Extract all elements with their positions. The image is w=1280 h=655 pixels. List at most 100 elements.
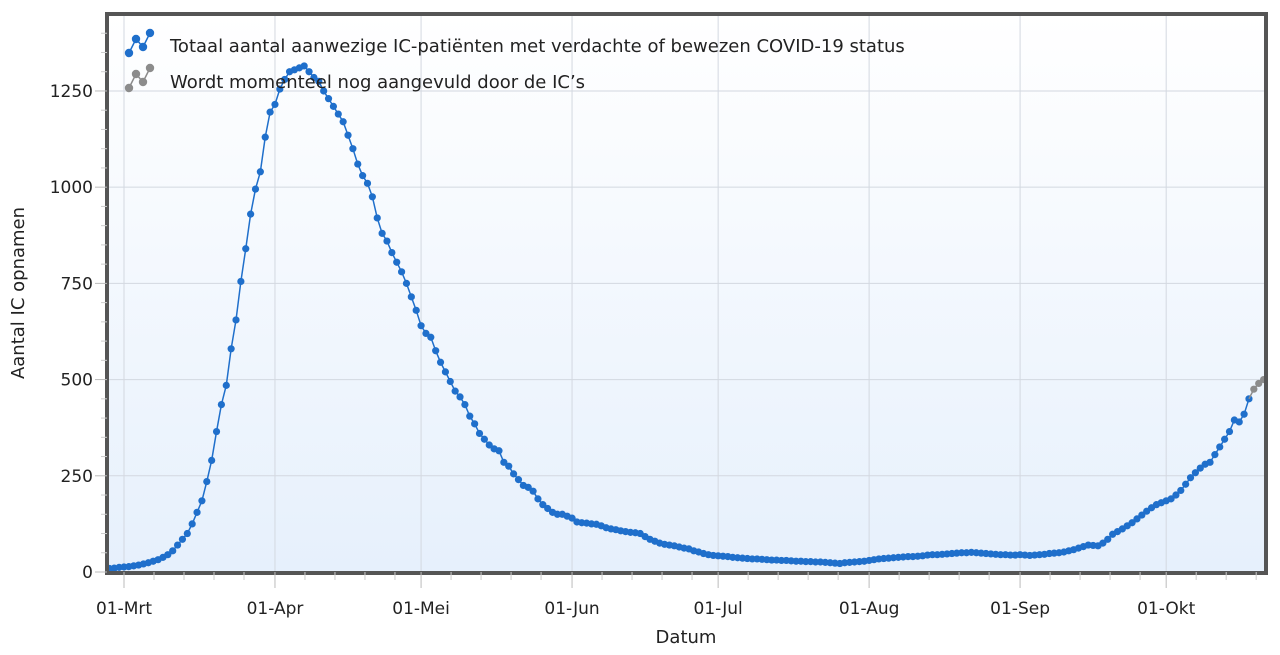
data-point — [427, 333, 435, 341]
data-point — [169, 547, 177, 555]
data-point — [544, 504, 552, 513]
data-point — [1128, 519, 1136, 527]
data-point — [383, 237, 391, 245]
data-point — [436, 358, 445, 366]
data-point — [208, 456, 216, 464]
x-tick-label: 01-Jun — [544, 599, 599, 619]
legend-dot — [138, 42, 148, 52]
data-point — [251, 185, 260, 193]
data-point — [1191, 469, 1199, 477]
legend: Totaal aantal aanwezige IC-patiënten met… — [124, 28, 905, 93]
data-point — [183, 529, 191, 538]
legend-label-1[interactable]: Wordt momenteel nog aangevuld door de IC… — [170, 72, 585, 93]
data-point — [300, 62, 308, 70]
data-point — [539, 501, 547, 509]
y-tick-label: 250 — [61, 467, 93, 487]
data-point — [1221, 435, 1229, 443]
data-point — [173, 541, 182, 549]
data-point — [363, 179, 372, 187]
legend-icon-blue-series — [124, 28, 155, 58]
x-tick-label: 01-Okt — [1137, 599, 1195, 619]
data-point — [509, 470, 518, 478]
data-point — [1235, 418, 1243, 426]
data-point — [480, 435, 488, 443]
data-point — [320, 87, 328, 95]
x-tick-label: 01-Sep — [990, 599, 1050, 619]
data-point — [495, 447, 503, 455]
legend-icon-grey-series — [124, 63, 155, 93]
data-point — [1167, 495, 1175, 503]
plot-area — [107, 14, 1266, 573]
data-point — [217, 401, 225, 409]
data-point — [1104, 535, 1112, 543]
data-point — [466, 412, 474, 420]
legend-dot — [131, 69, 141, 79]
data-point — [339, 118, 347, 126]
data-point — [237, 277, 245, 286]
data-point — [261, 133, 269, 141]
x-tick-label: 01-Aug — [839, 599, 900, 619]
data-point — [1250, 385, 1258, 393]
y-tick-label: 750 — [61, 274, 93, 294]
data-point — [1177, 486, 1185, 495]
y-axis-title: Aantal IC opnamen — [8, 207, 29, 379]
data-point — [388, 248, 396, 257]
axes: 0 250 500 750 1000 1250 01-Mrt 01-Apr 01-Mei 01-J… — [50, 32, 1257, 619]
legend-dot — [131, 34, 141, 44]
legend-dot — [145, 28, 155, 38]
data-point — [349, 145, 357, 153]
data-point — [1138, 511, 1146, 519]
data-point — [281, 75, 289, 84]
data-point — [324, 95, 333, 103]
gridlines — [107, 14, 1266, 572]
data-point — [568, 514, 576, 522]
data-point — [344, 131, 352, 139]
data-point — [1255, 379, 1263, 388]
data-point — [1099, 539, 1107, 547]
data-point — [393, 258, 401, 266]
data-point — [310, 73, 318, 82]
data-point — [232, 316, 240, 324]
y-tick-label: 1000 — [50, 178, 93, 198]
y-tick-label: 500 — [61, 371, 93, 391]
data-point — [461, 401, 469, 409]
data-point — [227, 345, 235, 353]
data-point — [212, 427, 221, 436]
data-point — [1216, 443, 1224, 451]
data-point — [198, 497, 206, 505]
data-point — [266, 108, 274, 116]
data-point — [329, 102, 338, 110]
y-tick-label: 0 — [82, 563, 93, 583]
data-point — [529, 487, 537, 495]
x-tick-label: 01-Apr — [247, 599, 304, 619]
data-point — [373, 214, 381, 222]
data-point — [505, 462, 513, 470]
y-tick-label: 1250 — [50, 82, 93, 102]
x-axis-title: Datum — [656, 627, 717, 648]
data-point — [446, 377, 454, 386]
legend-dot — [124, 83, 134, 93]
data-point — [407, 293, 415, 301]
data-point — [368, 193, 376, 201]
x-tick-label: 01-Jul — [694, 599, 743, 619]
legend-label-0[interactable]: Totaal aantal aanwezige IC-patiënten met… — [169, 36, 905, 57]
plot-border — [105, 12, 1268, 575]
data-point — [193, 508, 201, 516]
data-point — [471, 420, 479, 428]
data-point — [422, 329, 430, 338]
data-point — [417, 322, 425, 330]
data-point — [441, 368, 450, 376]
data-point — [500, 458, 508, 466]
data-point — [334, 110, 342, 118]
data-point — [514, 476, 523, 484]
data-point — [412, 306, 420, 314]
data-point — [1211, 451, 1219, 459]
data-point — [178, 535, 187, 543]
data-point — [222, 381, 230, 389]
series-layer — [105, 62, 1268, 573]
data-point — [475, 429, 484, 438]
data-point — [359, 172, 367, 180]
data-point — [378, 229, 386, 237]
data-point — [1225, 427, 1234, 436]
